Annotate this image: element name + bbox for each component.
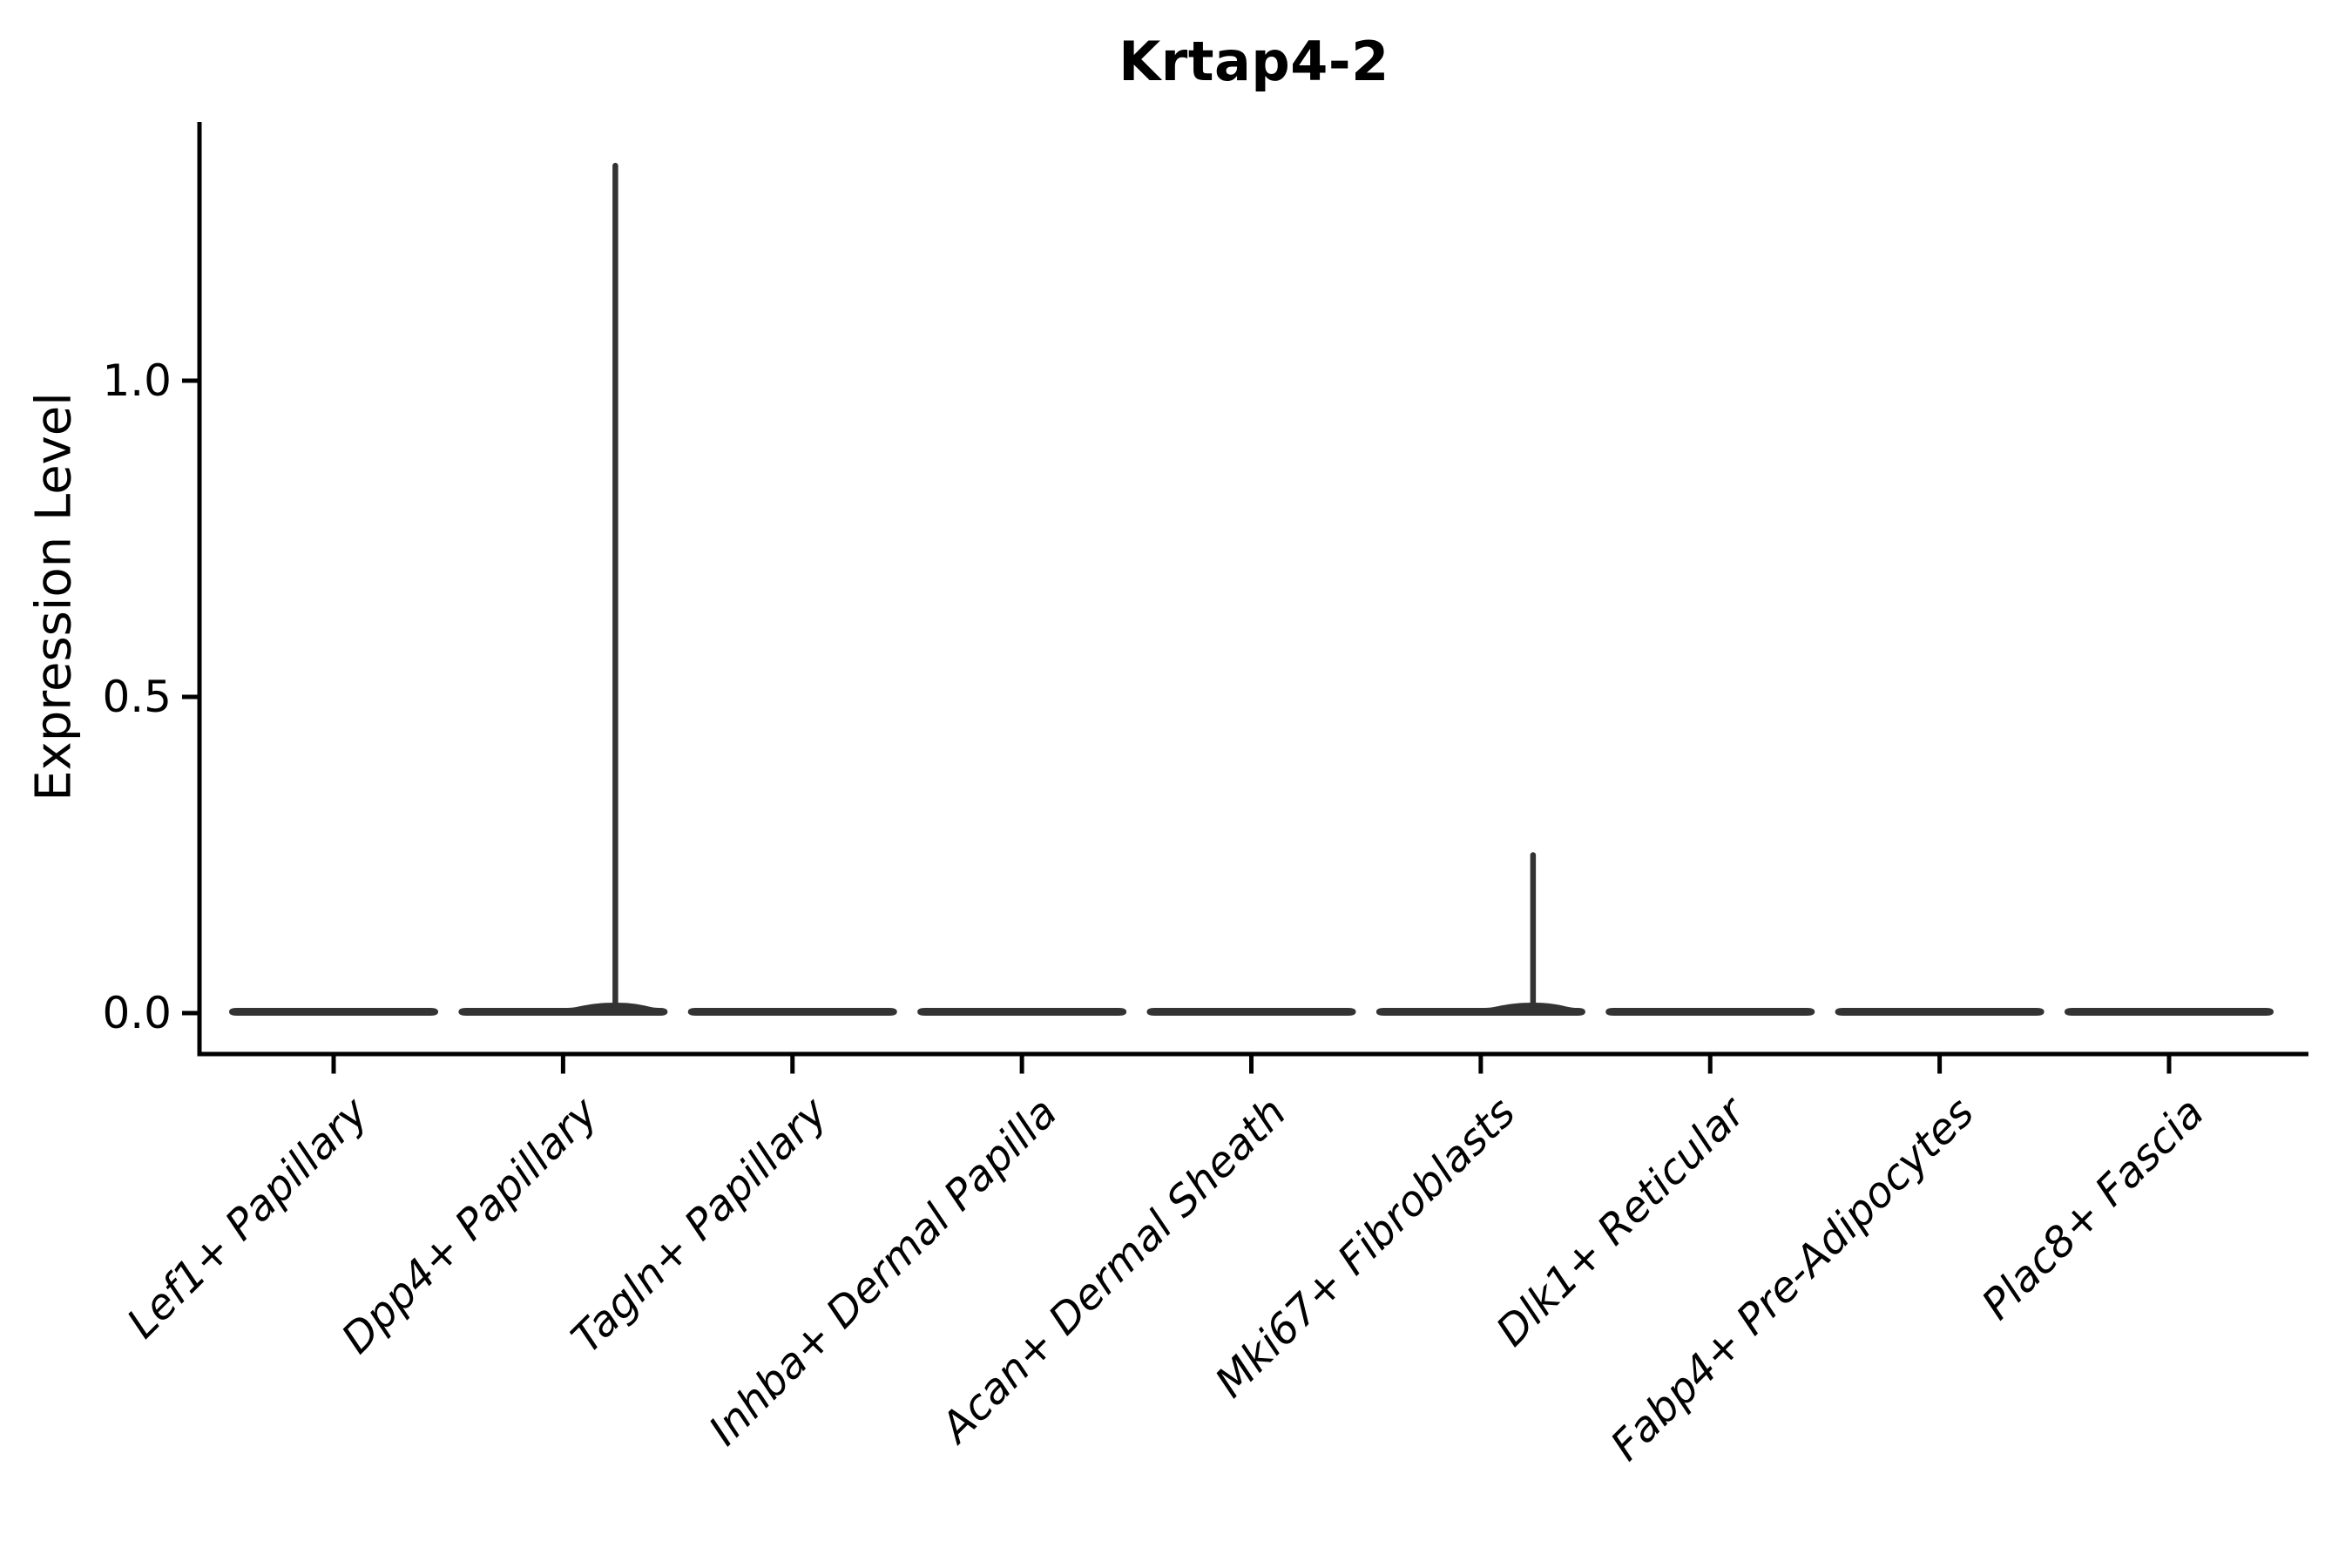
y-tick-label: 0.5: [102, 672, 172, 722]
y-tick-label: 1.0: [102, 355, 172, 406]
violin-body: [687, 1008, 897, 1016]
violin-body: [1146, 1008, 1356, 1016]
violin-body: [229, 1008, 438, 1016]
violin-body: [458, 1003, 668, 1016]
y-tick-label: 0.0: [102, 988, 172, 1038]
violin-body: [2065, 1008, 2274, 1016]
violin-body: [917, 1008, 1127, 1016]
violin-body: [1605, 1008, 1815, 1016]
violin-body: [1375, 1003, 1585, 1016]
chart-title: Krtap4-2: [1119, 30, 1389, 93]
violin-body: [1835, 1008, 2044, 1016]
